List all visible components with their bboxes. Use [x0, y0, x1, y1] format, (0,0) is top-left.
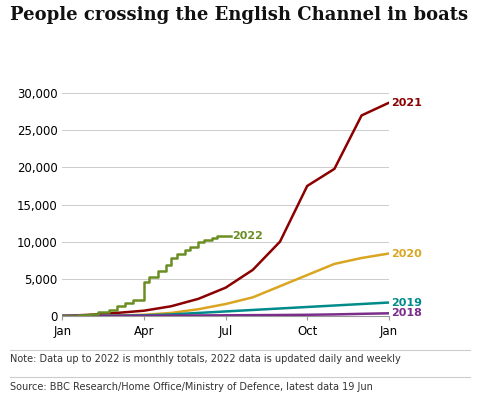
Text: B: B — [431, 388, 437, 396]
Text: Note: Data up to 2022 is monthly totals, 2022 data is updated daily and weekly: Note: Data up to 2022 is monthly totals,… — [10, 354, 400, 364]
Text: Source: BBC Research/Home Office/Ministry of Defence, latest data 19 Jun: Source: BBC Research/Home Office/Ministr… — [10, 382, 372, 392]
Text: 2022: 2022 — [232, 231, 263, 241]
Text: 2019: 2019 — [392, 298, 422, 307]
Text: C: C — [450, 388, 456, 396]
Text: B: B — [411, 388, 418, 396]
Text: 2021: 2021 — [392, 98, 422, 108]
Text: 2018: 2018 — [392, 308, 422, 318]
Text: 2020: 2020 — [392, 249, 422, 258]
Text: People crossing the English Channel in boats: People crossing the English Channel in b… — [10, 6, 468, 24]
